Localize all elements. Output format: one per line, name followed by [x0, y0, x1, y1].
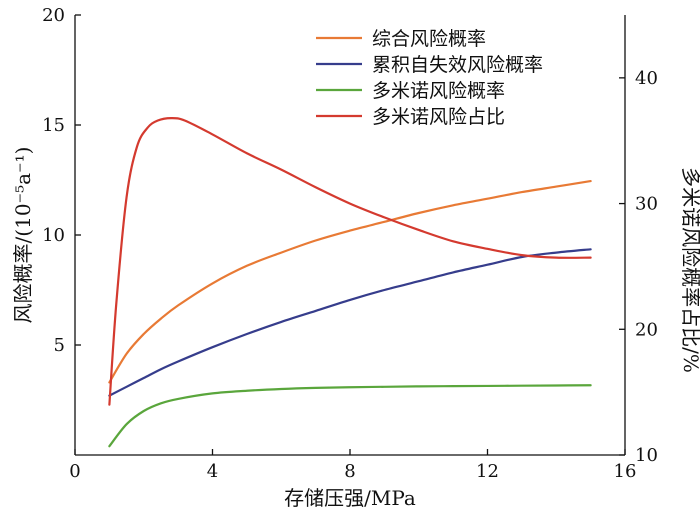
x-tick-label: 0: [69, 461, 80, 482]
axes: 0 4 8 12 16 5 10 15 20 10 20 30 40: [42, 5, 658, 482]
series-line-1: [108, 180, 592, 384]
legend-label: 累积自失效风险概率: [372, 54, 543, 76]
legend-label: 多米诺风险占比: [372, 106, 505, 128]
series-line-3: [108, 384, 592, 448]
y-right-tick-label: 10: [635, 445, 658, 466]
y-axis-left-title: 风险概率/(10⁻⁵a⁻¹): [11, 147, 35, 324]
y-right-tick-label: 40: [635, 68, 658, 89]
legend-label: 综合风险概率: [372, 28, 486, 50]
x-tick-label: 12: [476, 461, 499, 482]
series-line-4: [108, 116, 592, 406]
y-left-tick-label: 10: [42, 225, 65, 246]
x-tick-label: 8: [344, 461, 355, 482]
series-line-2: [108, 248, 592, 397]
y-left-tick-label: 5: [54, 335, 65, 356]
legend-label: 多米诺风险概率: [372, 80, 505, 102]
y-left-tick-label: 15: [42, 115, 65, 136]
y-right-tick-label: 30: [635, 194, 658, 215]
y-left-tick-label: 20: [42, 5, 65, 26]
x-tick-label: 4: [207, 461, 218, 482]
y-right-tick-label: 20: [635, 319, 658, 340]
x-axis-title: 存储压强/MPa: [284, 486, 416, 510]
y-axis-right-title: 多米诺风险概率占比/%: [679, 167, 700, 373]
series-lines: [108, 116, 592, 448]
x-tick-label: 16: [614, 461, 637, 482]
